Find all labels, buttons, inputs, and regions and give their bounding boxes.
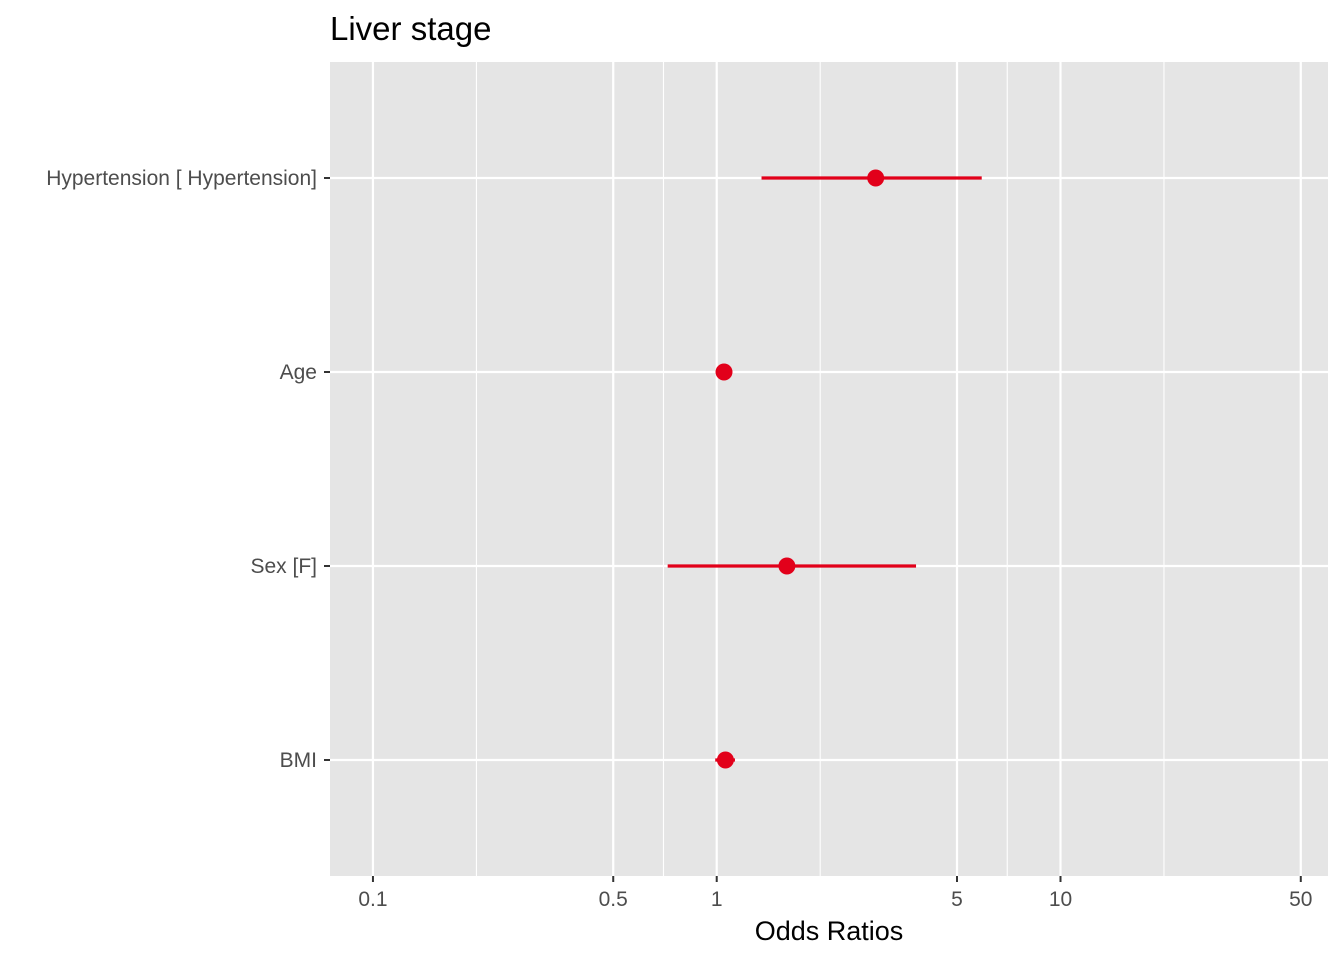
- x-tick-label: 0.5: [599, 888, 628, 911]
- y-tick-label: Sex [F]: [250, 555, 317, 578]
- x-tick-label: 1: [711, 888, 723, 911]
- y-tick-label: Hypertension [ Hypertension]: [46, 167, 317, 190]
- estimate-point: [867, 169, 885, 187]
- x-tick-label: 0.1: [358, 888, 387, 911]
- estimate-point: [715, 363, 733, 381]
- estimate-point: [716, 751, 734, 769]
- y-tick-label: Age: [280, 361, 317, 384]
- y-tick-label: BMI: [280, 749, 317, 772]
- x-tick-label: 5: [951, 888, 963, 911]
- x-tick-label: 10: [1049, 888, 1072, 911]
- data-marks: [667, 169, 982, 769]
- x-axis-title: Odds Ratios: [755, 916, 904, 946]
- chart-title: Liver stage: [330, 10, 491, 47]
- estimate-point: [778, 557, 796, 575]
- x-tick-label: 50: [1289, 888, 1312, 911]
- axes: 0.1 0.5 1 5 10 50 Hypertension [ Hypertension]…: [46, 167, 1312, 911]
- plot-panel: [330, 62, 1328, 876]
